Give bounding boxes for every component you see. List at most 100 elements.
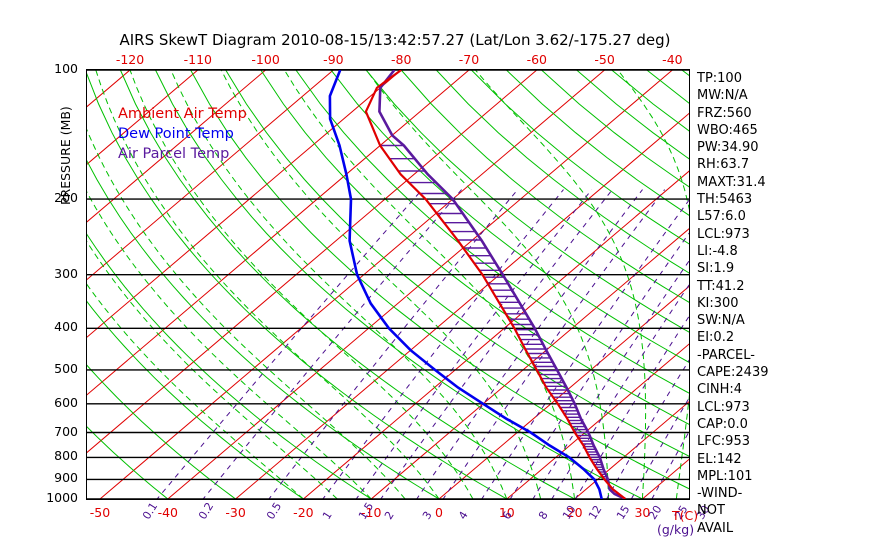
isotherm-line bbox=[87, 70, 470, 396]
top-temp-tick: -90 bbox=[323, 52, 344, 67]
index-entry: PW:34.90 bbox=[697, 140, 759, 156]
moist-adiabat-line bbox=[170, 70, 508, 499]
pressure-tick: 700 bbox=[54, 423, 78, 439]
isotherm-line bbox=[87, 70, 266, 223]
pressure-tick: 900 bbox=[54, 470, 78, 486]
mixing-ratio-tick: 2 bbox=[382, 509, 397, 522]
dry-adiabat-line bbox=[435, 70, 689, 274]
index-entry: SW:N/A bbox=[697, 313, 745, 329]
dry-adiabat-line bbox=[295, 70, 689, 394]
moist-adiabat-line bbox=[475, 70, 647, 499]
isotherm-line bbox=[370, 228, 689, 499]
bottom-temp-tick: -20 bbox=[293, 505, 314, 520]
legend-air-parcel-temp: Air Parcel Temp bbox=[118, 146, 230, 162]
dry-adiabat-line bbox=[87, 426, 169, 499]
index-entry: EI:0.2 bbox=[697, 330, 735, 346]
profile-air-parcel-temp bbox=[378, 70, 626, 499]
dry-adiabat-line bbox=[119, 70, 575, 499]
mixing-ratio-line bbox=[551, 284, 689, 499]
bottom-temp-tick: -30 bbox=[225, 505, 246, 520]
moist-adiabat-line bbox=[87, 128, 406, 499]
index-entry: LI:-4.8 bbox=[697, 243, 738, 259]
isotherm-line bbox=[87, 70, 199, 165]
pressure-tick: 600 bbox=[54, 394, 78, 410]
index-entry: WBO:465 bbox=[697, 122, 758, 138]
isotherm-line bbox=[87, 70, 402, 338]
profile-ambient-air-temp bbox=[364, 70, 627, 499]
index-entry: EL:142 bbox=[697, 451, 742, 467]
index-entry: RH:63.7 bbox=[697, 157, 750, 173]
bottom-temp-tick: 0 bbox=[435, 505, 443, 520]
mixing-ratio-tick: 3 bbox=[420, 509, 435, 522]
index-entry: CAPE:2439 bbox=[697, 365, 769, 381]
moist-adiabat-line bbox=[220, 70, 542, 499]
moist-adiabat-line bbox=[617, 70, 689, 499]
legend-ambient-air-temp: Ambient Air Temp bbox=[118, 106, 247, 122]
bottom-temp-tick: 30 bbox=[634, 505, 651, 520]
bottom-temp-tick: 10 bbox=[498, 505, 515, 520]
top-temp-tick: -80 bbox=[390, 52, 412, 67]
indices-panel: TP:100 MW:N/A FRZ:560 WBO:465 PW:34.90 RH:63.… bbox=[697, 70, 817, 537]
temperature-axis-label: T(C) bbox=[672, 508, 699, 523]
mixing-ratio-line bbox=[156, 189, 423, 499]
top-temp-tick: -70 bbox=[458, 52, 480, 67]
mixing-ratio-tick: 0.5 bbox=[264, 500, 285, 522]
index-entry: MPL:101 bbox=[697, 468, 753, 484]
mixing-ratio-axis-label: (g/kg) bbox=[657, 522, 695, 537]
pressure-tick: 200 bbox=[54, 190, 78, 206]
top-temp-tick: -100 bbox=[251, 52, 280, 67]
isotherm-line bbox=[642, 458, 689, 499]
dry-adiabat-line bbox=[225, 70, 689, 457]
index-entry: TP:100 bbox=[697, 71, 742, 86]
dry-adiabat-line bbox=[365, 70, 689, 333]
dry-adiabat-line bbox=[87, 72, 508, 499]
index-entry: L57:6.0 bbox=[697, 209, 746, 225]
index-entry: MAXT:31.4 bbox=[697, 174, 766, 190]
index-entry: NOT bbox=[697, 503, 725, 519]
bottom-temp-tick: -10 bbox=[360, 505, 382, 520]
isotherm-line bbox=[87, 70, 334, 281]
mixing-ratio-line bbox=[574, 315, 689, 499]
mixing-ratio-line bbox=[416, 189, 643, 499]
legend-dew-point-temp: Dew Point Temp bbox=[118, 126, 234, 142]
mixing-ratio-line bbox=[268, 189, 519, 499]
mixing-ratio-tick: 0.2 bbox=[196, 500, 217, 522]
pressure-tick: 300 bbox=[54, 265, 78, 281]
page-title: AIRS SkewT Diagram 2010-08-15/13:42:57.2… bbox=[119, 31, 671, 49]
index-entry: FRZ:560 bbox=[697, 105, 752, 121]
mixing-ratio-line bbox=[532, 260, 689, 499]
dry-adiabat-line bbox=[87, 300, 304, 499]
isotherm-line bbox=[99, 70, 605, 499]
pressure-tick: 1000 bbox=[46, 490, 78, 505]
moist-adiabat-line bbox=[95, 70, 440, 499]
mixing-ratio-tick: 8 bbox=[536, 509, 551, 522]
pressure-tick: 400 bbox=[54, 319, 78, 335]
mixing-ratio-tick: 12 bbox=[586, 503, 605, 522]
moist-adiabat-line bbox=[87, 241, 338, 499]
isotherm-line bbox=[167, 70, 673, 499]
skewt-plot-area[interactable]: Ambient Air Temp Dew Point Temp Air Parc… bbox=[86, 69, 690, 500]
top-temp-tick: -40 bbox=[662, 52, 683, 67]
index-entry: KI:300 bbox=[697, 295, 739, 311]
moist-adiabat-line bbox=[87, 191, 372, 499]
index-entry: AVAIL bbox=[697, 520, 734, 536]
bottom-temp-tick: 20 bbox=[566, 505, 583, 520]
index-entry: -WIND- bbox=[697, 486, 743, 502]
isotherm-line bbox=[574, 401, 689, 499]
index-entry: CINH:4 bbox=[697, 382, 743, 398]
pressure-tick: 500 bbox=[54, 360, 78, 376]
mixing-ratio-line bbox=[322, 189, 564, 499]
index-entry: SI:1.9 bbox=[697, 261, 735, 277]
index-entry: TH:5463 bbox=[697, 192, 753, 208]
index-entry: CAP:0.0 bbox=[697, 416, 748, 432]
mixing-ratio-line bbox=[380, 189, 613, 499]
bottom-temp-tick: -40 bbox=[157, 505, 179, 520]
mixing-ratio-tick: 1 bbox=[320, 509, 335, 522]
top-temp-tick: -50 bbox=[594, 52, 615, 67]
index-entry: LCL:973 bbox=[697, 226, 750, 242]
isotherm-line bbox=[506, 343, 689, 499]
dry-adiabat-line bbox=[400, 70, 689, 303]
mixing-ratio-tick: 15 bbox=[614, 503, 633, 522]
index-entry: LCL:973 bbox=[697, 399, 750, 415]
